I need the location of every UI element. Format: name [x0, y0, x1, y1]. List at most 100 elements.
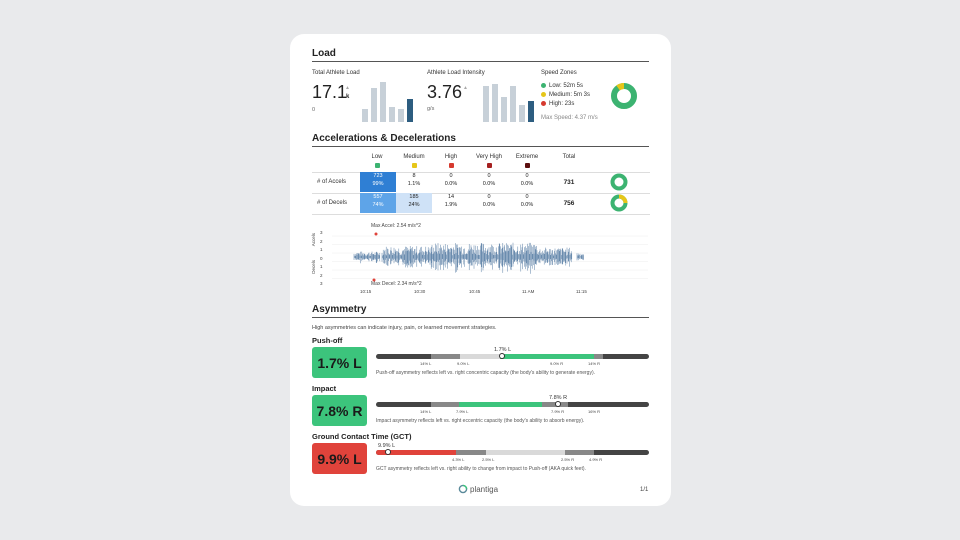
plantiga-logo-icon — [458, 484, 468, 494]
legend-low: Low: 52m 5s — [541, 83, 590, 89]
y-axis-decels: Decels — [311, 260, 316, 274]
intensity-bar-chart — [483, 80, 534, 122]
pushoff-description: Push-off asymmetry reflects left vs. rig… — [376, 370, 596, 376]
decel-medium-cell: 185 24% — [396, 193, 432, 213]
accel-total: 731 — [563, 179, 575, 186]
y-tick-label: 1 — [320, 264, 323, 269]
y-tick-labels: 3 2 1 0 1 2 3 — [320, 222, 330, 294]
tick-label: 4.9% R — [589, 457, 603, 462]
header-medium: Medium — [396, 154, 432, 168]
header-very-high: Very High — [471, 154, 507, 168]
gct-track — [376, 450, 649, 455]
load-bar — [371, 88, 377, 122]
accel-timeline: Max Accel: 2.54 m/s^2 Max Decel: 2.34 m/… — [311, 222, 650, 298]
decel-extreme-cell: 0 0.0% — [520, 194, 534, 209]
tick-label: 7.9% R — [551, 409, 565, 414]
gct-title: Ground Contact Time (GCT) — [312, 432, 412, 441]
intensity-unit: g/s — [427, 106, 435, 112]
header-total: Total — [562, 154, 576, 160]
legend-medium: Medium: 5m 3s — [541, 92, 590, 98]
x-tick-label: 11:15 — [576, 289, 587, 294]
row-label-decels: # of Decels — [317, 200, 348, 206]
x-tick-labels: 10:15 10:30 10:45 11 AM 11:15 — [332, 289, 648, 298]
accel-medium-cell: 8 1.1% — [407, 173, 421, 188]
dot-icon — [541, 101, 546, 107]
asymmetry-title: Asymmetry — [312, 304, 367, 315]
y-tick-label: 1 — [320, 247, 323, 252]
total-load-bar-chart — [362, 80, 417, 122]
dot-icon — [541, 83, 546, 88]
max-speed: Max Speed: 4.37 m/s — [541, 115, 598, 121]
load-bar — [398, 109, 404, 122]
load-bar — [362, 109, 368, 122]
up-arrow-icon: ▲ — [463, 85, 468, 91]
up-arrow-icon: ▲ — [345, 85, 350, 91]
y-tick-label: 3 — [320, 281, 323, 286]
load-title: Load — [312, 48, 336, 59]
impact-title: Impact — [312, 384, 337, 393]
load-bar — [380, 82, 386, 122]
tick-label: 14% R — [588, 361, 601, 366]
asymmetry-divider — [312, 317, 649, 318]
impact-marker — [555, 401, 561, 407]
decel-high-cell: 14 1.9% — [444, 194, 458, 209]
decel-very-high-cell: 0 0.0% — [482, 194, 496, 209]
brand-logo: plantiga — [458, 484, 498, 494]
pushoff-value: 1.7% L — [312, 347, 367, 378]
load-bar — [510, 86, 516, 122]
max-accel-marker — [374, 232, 378, 236]
max-accel-label: Max Accel: 2.54 m/s^2 — [371, 223, 421, 229]
impact-value: 7.8% R — [312, 395, 367, 426]
load-bar — [389, 107, 395, 122]
pushoff-marker-label: 1.7% L — [494, 347, 512, 353]
pushoff-marker — [499, 353, 505, 359]
total-load-value: 17.1 — [312, 82, 348, 102]
tick-label: 14% L — [420, 361, 432, 366]
intensity-label: Athlete Load Intensity — [427, 70, 485, 76]
accel-extreme-cell: 0 0.0% — [520, 173, 534, 188]
accel-waveform — [332, 232, 648, 282]
x-tick-label: 10:30 — [414, 289, 426, 294]
tick-label: 14% L — [420, 409, 432, 414]
gct-marker-label: 9.9% L — [378, 443, 396, 449]
decel-donut — [610, 194, 628, 212]
impact-description: Impact asymmetry reflects left vs. right… — [376, 418, 585, 424]
decel-total: 756 — [563, 200, 575, 207]
row-label-accels: # of Accels — [317, 179, 347, 185]
tick-label: 7.9% L — [456, 409, 469, 414]
tick-label: 9.0% R — [550, 361, 564, 366]
tick-label: 2.5% R — [561, 457, 575, 462]
tick-label: 4.3% L — [452, 457, 465, 462]
header-high: High — [433, 154, 469, 168]
x-tick-label: 10:15 — [360, 289, 372, 294]
brand-name: plantiga — [470, 484, 499, 494]
load-bar — [492, 84, 498, 122]
y-axis-accels: Accels — [311, 233, 316, 247]
max-decel-label: Max Decel: 2.34 m/s^2 — [371, 281, 422, 287]
accel-high-cell: 0 0.0% — [444, 173, 458, 188]
total-load-label: Total Athlete Load — [312, 70, 360, 76]
load-bar — [407, 98, 413, 122]
accel-title: Accelerations & Decelerations — [312, 133, 456, 144]
gct-value: 9.9% L — [312, 443, 367, 474]
load-bar — [519, 105, 525, 122]
tick-label: 9.0% L — [457, 361, 470, 366]
y-tick-label: 3 — [320, 230, 323, 235]
x-tick-label: 11 AM — [522, 289, 535, 294]
gct-description: GCT asymmetry reflects left vs. right ab… — [376, 466, 586, 472]
pushoff-title: Push-off — [312, 336, 343, 345]
intensity-value: 3.76 — [427, 82, 463, 102]
decel-low-cell: 557 74% — [360, 193, 396, 213]
report-page: Load Total Athlete Load 17.1 ▲ k 0 Athle… — [290, 34, 671, 506]
load-bar — [501, 96, 507, 122]
total-load-axis-zero: 0 — [312, 107, 316, 113]
x-tick-label: 10:45 — [469, 289, 481, 294]
gct-marker — [385, 449, 391, 455]
load-bar — [483, 86, 489, 122]
max-decel-marker — [372, 278, 376, 282]
y-tick-label: 2 — [320, 272, 323, 278]
y-tick-label: 0 — [320, 255, 323, 261]
speed-zones-donut — [611, 82, 637, 109]
total-load-unit: k — [346, 94, 350, 100]
legend-high: High: 23s — [541, 101, 590, 107]
